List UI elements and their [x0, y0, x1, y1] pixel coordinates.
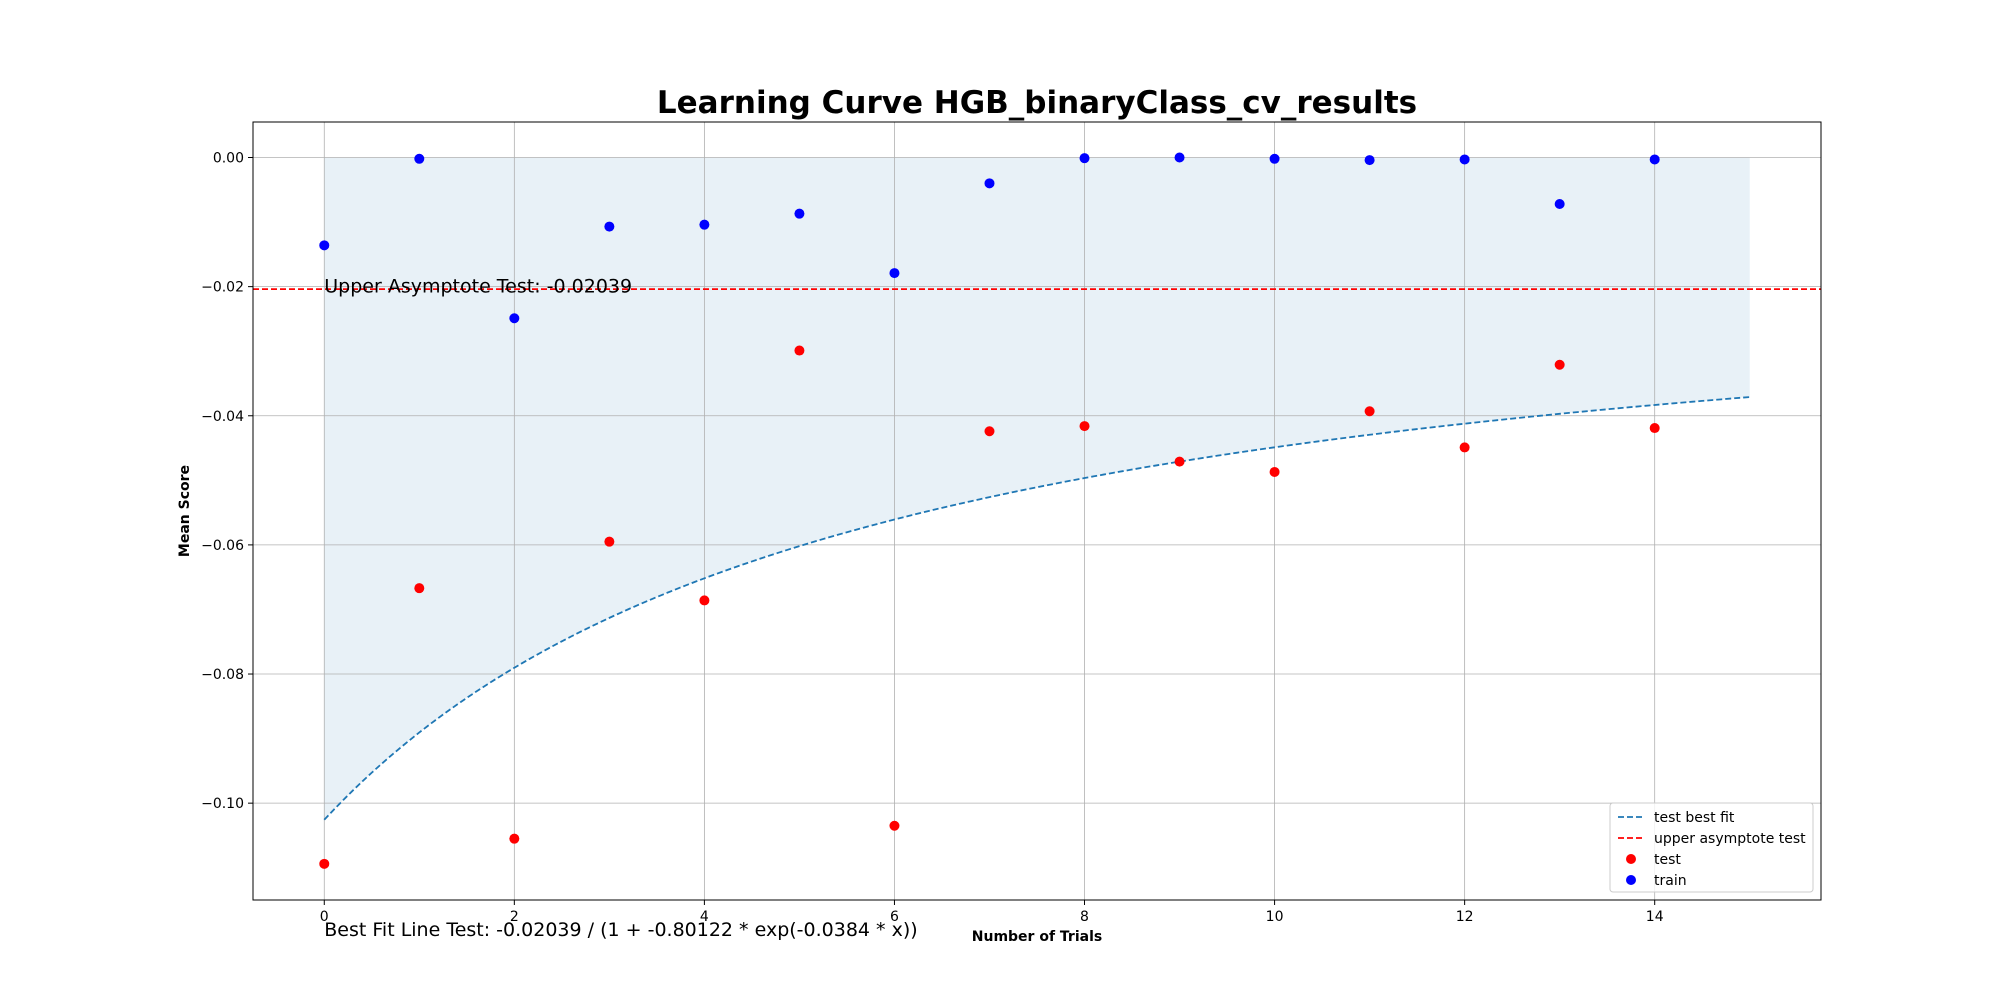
train-point [1174, 152, 1185, 163]
x-tick-label: 2 [510, 909, 519, 925]
line-layer [253, 288, 1821, 821]
y-axis-label: Mean Score [177, 465, 193, 557]
test-point [794, 345, 805, 356]
train-point [604, 221, 615, 232]
legend-label-train: train [1654, 873, 1687, 889]
test-point [1174, 456, 1185, 467]
upper-asymptote-annotation: Upper Asymptote Test: -0.02039 [324, 275, 632, 297]
train-point [1554, 198, 1565, 209]
train-point [1459, 154, 1470, 165]
train-point [1269, 153, 1280, 164]
test-point [889, 820, 900, 831]
legend-label-upper-asymptote-test: upper asymptote test [1654, 831, 1806, 847]
train-point [509, 313, 520, 324]
test-point [1649, 423, 1660, 434]
train-point [984, 178, 995, 189]
train-point [794, 208, 805, 219]
y-tick-label: −0.08 [201, 667, 244, 683]
train-point [414, 153, 425, 164]
test-point [1459, 442, 1470, 453]
test-best-fit-line [323, 396, 1750, 821]
x-tick-label: 10 [1266, 909, 1284, 925]
y-tick-label: 0.00 [213, 151, 244, 167]
test-point [509, 833, 520, 844]
train-point [699, 219, 710, 230]
train-point [1649, 154, 1660, 165]
test-point [1269, 466, 1280, 477]
train-point [319, 240, 330, 251]
train-point [1079, 153, 1090, 164]
y-tick-label: −0.04 [201, 409, 244, 425]
test-point [1554, 359, 1565, 370]
test-point [319, 858, 330, 869]
test-point [699, 595, 710, 606]
chart-title: Learning Curve HGB_binaryClass_cv_result… [657, 85, 1417, 121]
y-tick-label: −0.02 [201, 280, 244, 296]
test-point [1364, 406, 1375, 417]
test-point [414, 583, 425, 594]
legend: test best fit upper asymptote test test … [1609, 802, 1814, 893]
x-axis-label: Number of Trials [972, 929, 1102, 945]
train-point [889, 268, 900, 279]
test-point [604, 536, 615, 547]
grid-layer [253, 122, 1821, 900]
point-layer [319, 152, 1660, 869]
y-tick-label: −0.06 [201, 538, 244, 554]
test-point [984, 426, 995, 437]
legend-symbol-train [1626, 875, 1636, 885]
legend-symbol-test [1626, 854, 1636, 864]
test-point [1079, 421, 1090, 432]
train-point [1364, 155, 1375, 166]
x-tick-label: 12 [1456, 909, 1474, 925]
legend-label-test-best-fit: test best fit [1654, 810, 1735, 826]
x-tick-label: 8 [1080, 909, 1089, 925]
x-tick-label: 14 [1646, 909, 1664, 925]
plot-frame [252, 121, 1822, 901]
tick-layer: 0 2 4 6 8 10 12 14 0.00 −0.02 −0.04 −0.06 −0.08 −0.10 [201, 151, 1664, 925]
x-tick-label: 4 [700, 909, 709, 925]
legend-label-test: test [1654, 852, 1681, 868]
fill-band-layer [324, 157, 1750, 820]
legend-box [1609, 802, 1814, 893]
y-tick-label: −0.10 [201, 796, 244, 812]
best-fit-annotation: Best Fit Line Test: -0.02039 / (1 + -0.8… [324, 919, 917, 941]
x-tick-label: 0 [320, 909, 329, 925]
x-tick-label: 6 [890, 909, 899, 925]
fill-band [324, 157, 1750, 820]
